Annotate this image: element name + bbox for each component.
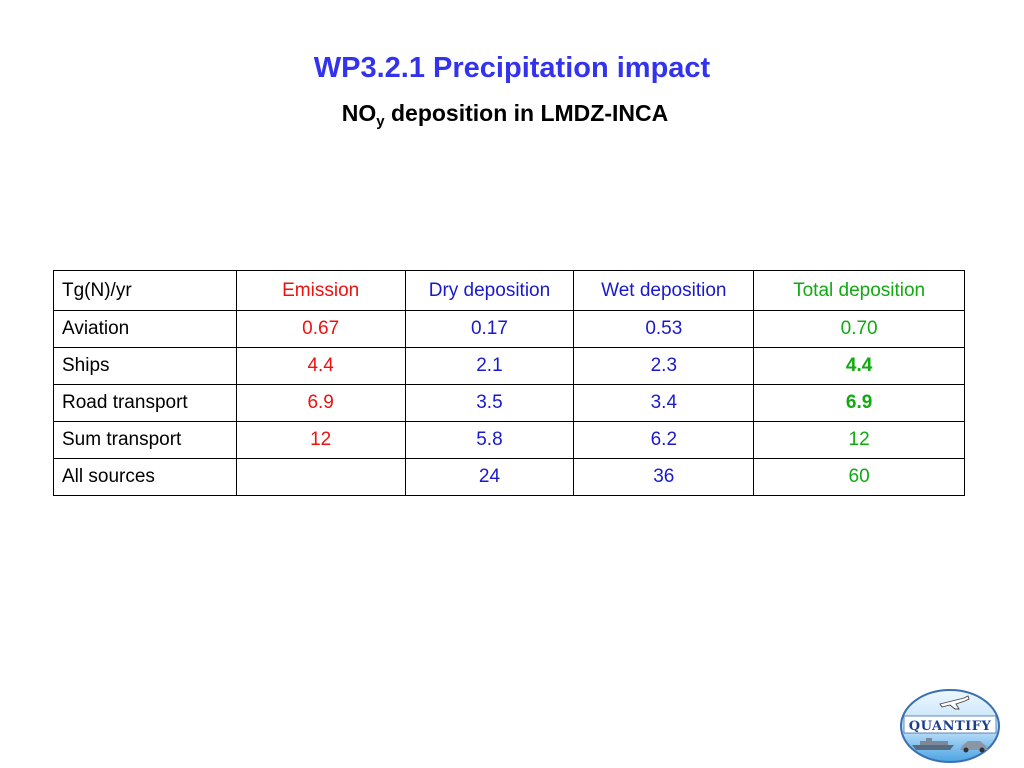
car-icon [960, 741, 988, 753]
cell-wet: 0.53 [573, 310, 755, 348]
cell-total: 6.9 [753, 384, 965, 422]
table-row: Aviation 0.67 0.17 0.53 0.70 [53, 310, 965, 348]
table-row: Ships 4.4 2.1 2.3 4.4 [53, 347, 965, 385]
row-label: Sum transport [53, 421, 237, 459]
header-unit: Tg(N)/yr [53, 270, 237, 311]
table-header-row: Tg(N)/yr Emission Dry deposition Wet dep… [53, 270, 965, 311]
row-label: Ships [53, 347, 237, 385]
row-label: Aviation [53, 310, 237, 348]
cell-emission: 4.4 [235, 347, 406, 385]
subtitle-rest: deposition in LMDZ-INCA [384, 100, 669, 126]
row-label: All sources [53, 458, 237, 496]
cell-wet: 2.3 [573, 347, 755, 385]
cell-total: 0.70 [753, 310, 965, 348]
ship-icon [912, 738, 954, 750]
row-label: Road transport [53, 384, 237, 422]
header-emission: Emission [235, 270, 406, 311]
table-row: Road transport 6.9 3.5 3.4 6.9 [53, 384, 965, 422]
airplane-icon [939, 695, 970, 710]
cell-emission [235, 458, 406, 496]
table-row: Sum transport 12 5.8 6.2 12 [53, 421, 965, 459]
cell-dry: 24 [404, 458, 575, 496]
header-total-deposition: Total deposition [753, 270, 965, 311]
cell-total: 4.4 [753, 347, 965, 385]
slide-subtitle: NOy deposition in LMDZ-INCA [0, 100, 1010, 130]
cell-wet: 6.2 [573, 421, 755, 459]
header-wet-deposition: Wet deposition [573, 270, 755, 311]
quantify-logo-icon: QUANTIFY [900, 689, 1000, 763]
slide-title: WP3.2.1 Precipitation impact [313, 52, 711, 84]
subtitle-main: NO [341, 100, 377, 126]
cell-total: 60 [753, 458, 965, 496]
cell-wet: 3.4 [573, 384, 755, 422]
cell-total: 12 [753, 421, 965, 459]
header-dry-deposition: Dry deposition [404, 270, 575, 311]
cell-emission: 12 [235, 421, 406, 459]
cell-dry: 3.5 [404, 384, 575, 422]
subtitle-subscript: y [376, 113, 385, 130]
cell-dry: 0.17 [404, 310, 575, 348]
logo-text: QUANTIFY [909, 719, 992, 734]
cell-emission: 0.67 [235, 310, 406, 348]
cell-emission: 6.9 [235, 384, 406, 422]
cell-wet: 36 [573, 458, 755, 496]
deposition-table: Tg(N)/yr Emission Dry deposition Wet dep… [53, 270, 965, 496]
cell-dry: 2.1 [404, 347, 575, 385]
table-row: All sources 24 36 60 [53, 458, 965, 496]
cell-dry: 5.8 [404, 421, 575, 459]
